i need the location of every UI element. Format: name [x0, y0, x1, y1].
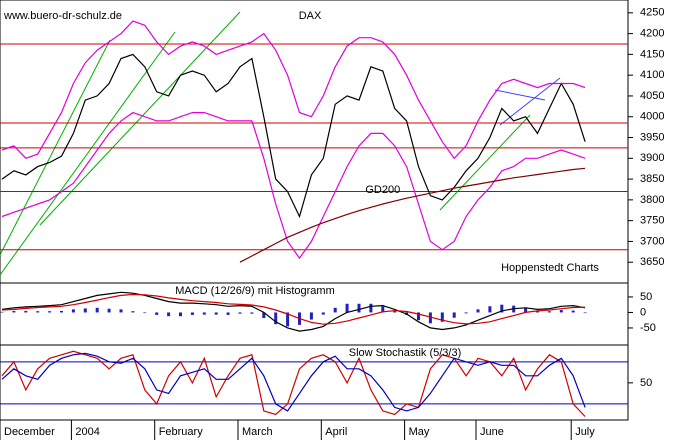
trend-line: [439, 114, 531, 211]
trend-line: [0, 31, 176, 276]
y-tick-label: 3750: [640, 215, 664, 227]
histogram-bar: [476, 309, 480, 313]
histogram-bar: [452, 312, 456, 318]
y-tick-label: 4000: [640, 111, 664, 123]
histogram-bar: [24, 310, 28, 313]
histogram-bar: [547, 311, 551, 313]
y-tick-label: 4250: [640, 7, 664, 19]
histogram-bar: [262, 312, 266, 319]
y-tick-label: 4200: [640, 27, 664, 39]
series-line: [1, 20, 586, 160]
histogram-bar: [95, 307, 99, 313]
histogram-bar: [345, 303, 349, 313]
histogram-bar: [202, 312, 206, 315]
histogram-bar: [464, 312, 468, 314]
histogram-bar: [12, 310, 16, 313]
histogram-bar: [167, 312, 171, 317]
histogram-bar: [131, 311, 135, 313]
histogram-bar: [60, 310, 63, 313]
x-tick-label: February: [159, 426, 204, 438]
panel-title: DAX: [299, 10, 322, 22]
y-tick-label: 3700: [640, 235, 664, 247]
histogram-bar: [524, 307, 528, 313]
series-line: [1, 53, 586, 219]
series-label: GD200: [365, 184, 400, 196]
series-line: [1, 111, 586, 260]
annotation: www.buero-dr-schulz.de: [3, 10, 122, 22]
histogram-bar: [536, 310, 539, 313]
histogram-bar: [190, 312, 194, 315]
y-tick-label: 4050: [640, 90, 664, 102]
histogram-bar: [83, 308, 87, 313]
x-tick-label: June: [480, 426, 504, 438]
histogram-bar: [333, 307, 337, 313]
histogram-bar: [274, 312, 278, 325]
series-line: [1, 291, 586, 332]
histogram-bar: [500, 304, 504, 313]
histogram-bar: [238, 312, 242, 314]
y-tick-label: -50: [640, 322, 656, 334]
histogram-bar: [214, 312, 218, 315]
y-tick-label: 3900: [640, 152, 664, 164]
series-line: [1, 293, 586, 325]
histogram-bar: [381, 306, 385, 313]
series-line: [239, 167, 586, 263]
histogram-bar: [393, 311, 397, 313]
histogram-bar: [71, 309, 75, 313]
y-tick-label: 3650: [640, 256, 664, 268]
histogram-bar: [119, 309, 123, 313]
plot-frame: [0, 0, 629, 421]
x-tick-label: July: [575, 426, 595, 438]
histogram-bar: [571, 310, 575, 313]
histogram-bar: [155, 312, 159, 315]
histogram-bar: [179, 312, 182, 317]
histogram-bar: [0, 311, 4, 313]
histogram-bar: [143, 312, 147, 314]
series-line: [1, 350, 586, 417]
histogram-bar: [583, 312, 587, 314]
histogram-bar: [488, 306, 492, 313]
histogram-bar: [48, 311, 52, 313]
histogram-bar: [428, 312, 432, 324]
histogram-bar: [36, 311, 40, 313]
histogram-bar: [286, 312, 290, 327]
y-tick-label: 4150: [640, 48, 664, 60]
y-tick-label: 3950: [640, 131, 664, 143]
panel-title: MACD (12/26/9) mit Histogramm: [175, 285, 335, 297]
histogram-bar: [369, 303, 373, 313]
histogram-bar: [440, 312, 444, 322]
y-tick-label: 50: [640, 291, 652, 303]
histogram-bar: [250, 312, 254, 314]
x-tick-label: 2004: [75, 426, 99, 438]
annotation: Hoppenstedt Charts: [501, 262, 599, 274]
y-tick-label: 3800: [640, 194, 664, 206]
y-tick-label: 3850: [640, 173, 664, 185]
histogram-bar: [559, 309, 563, 313]
x-tick-label: May: [409, 426, 430, 438]
y-tick-label: 0: [640, 306, 646, 318]
histogram-bar: [309, 312, 313, 320]
y-tick-label: 50: [640, 377, 652, 389]
histogram-bar: [107, 308, 111, 313]
x-tick-label: April: [325, 426, 347, 438]
y-tick-label: 4100: [640, 69, 664, 81]
x-tick-label: December: [4, 426, 55, 438]
histogram-bar: [321, 312, 325, 315]
x-tick-label: March: [242, 426, 273, 438]
panel-title: Slow Stochastik (5/3/3): [349, 347, 462, 359]
histogram-bar: [357, 303, 361, 313]
histogram-bar: [226, 312, 230, 315]
histogram-bar: [417, 312, 420, 321]
trend-line: [494, 89, 546, 101]
series-line: [1, 352, 586, 412]
